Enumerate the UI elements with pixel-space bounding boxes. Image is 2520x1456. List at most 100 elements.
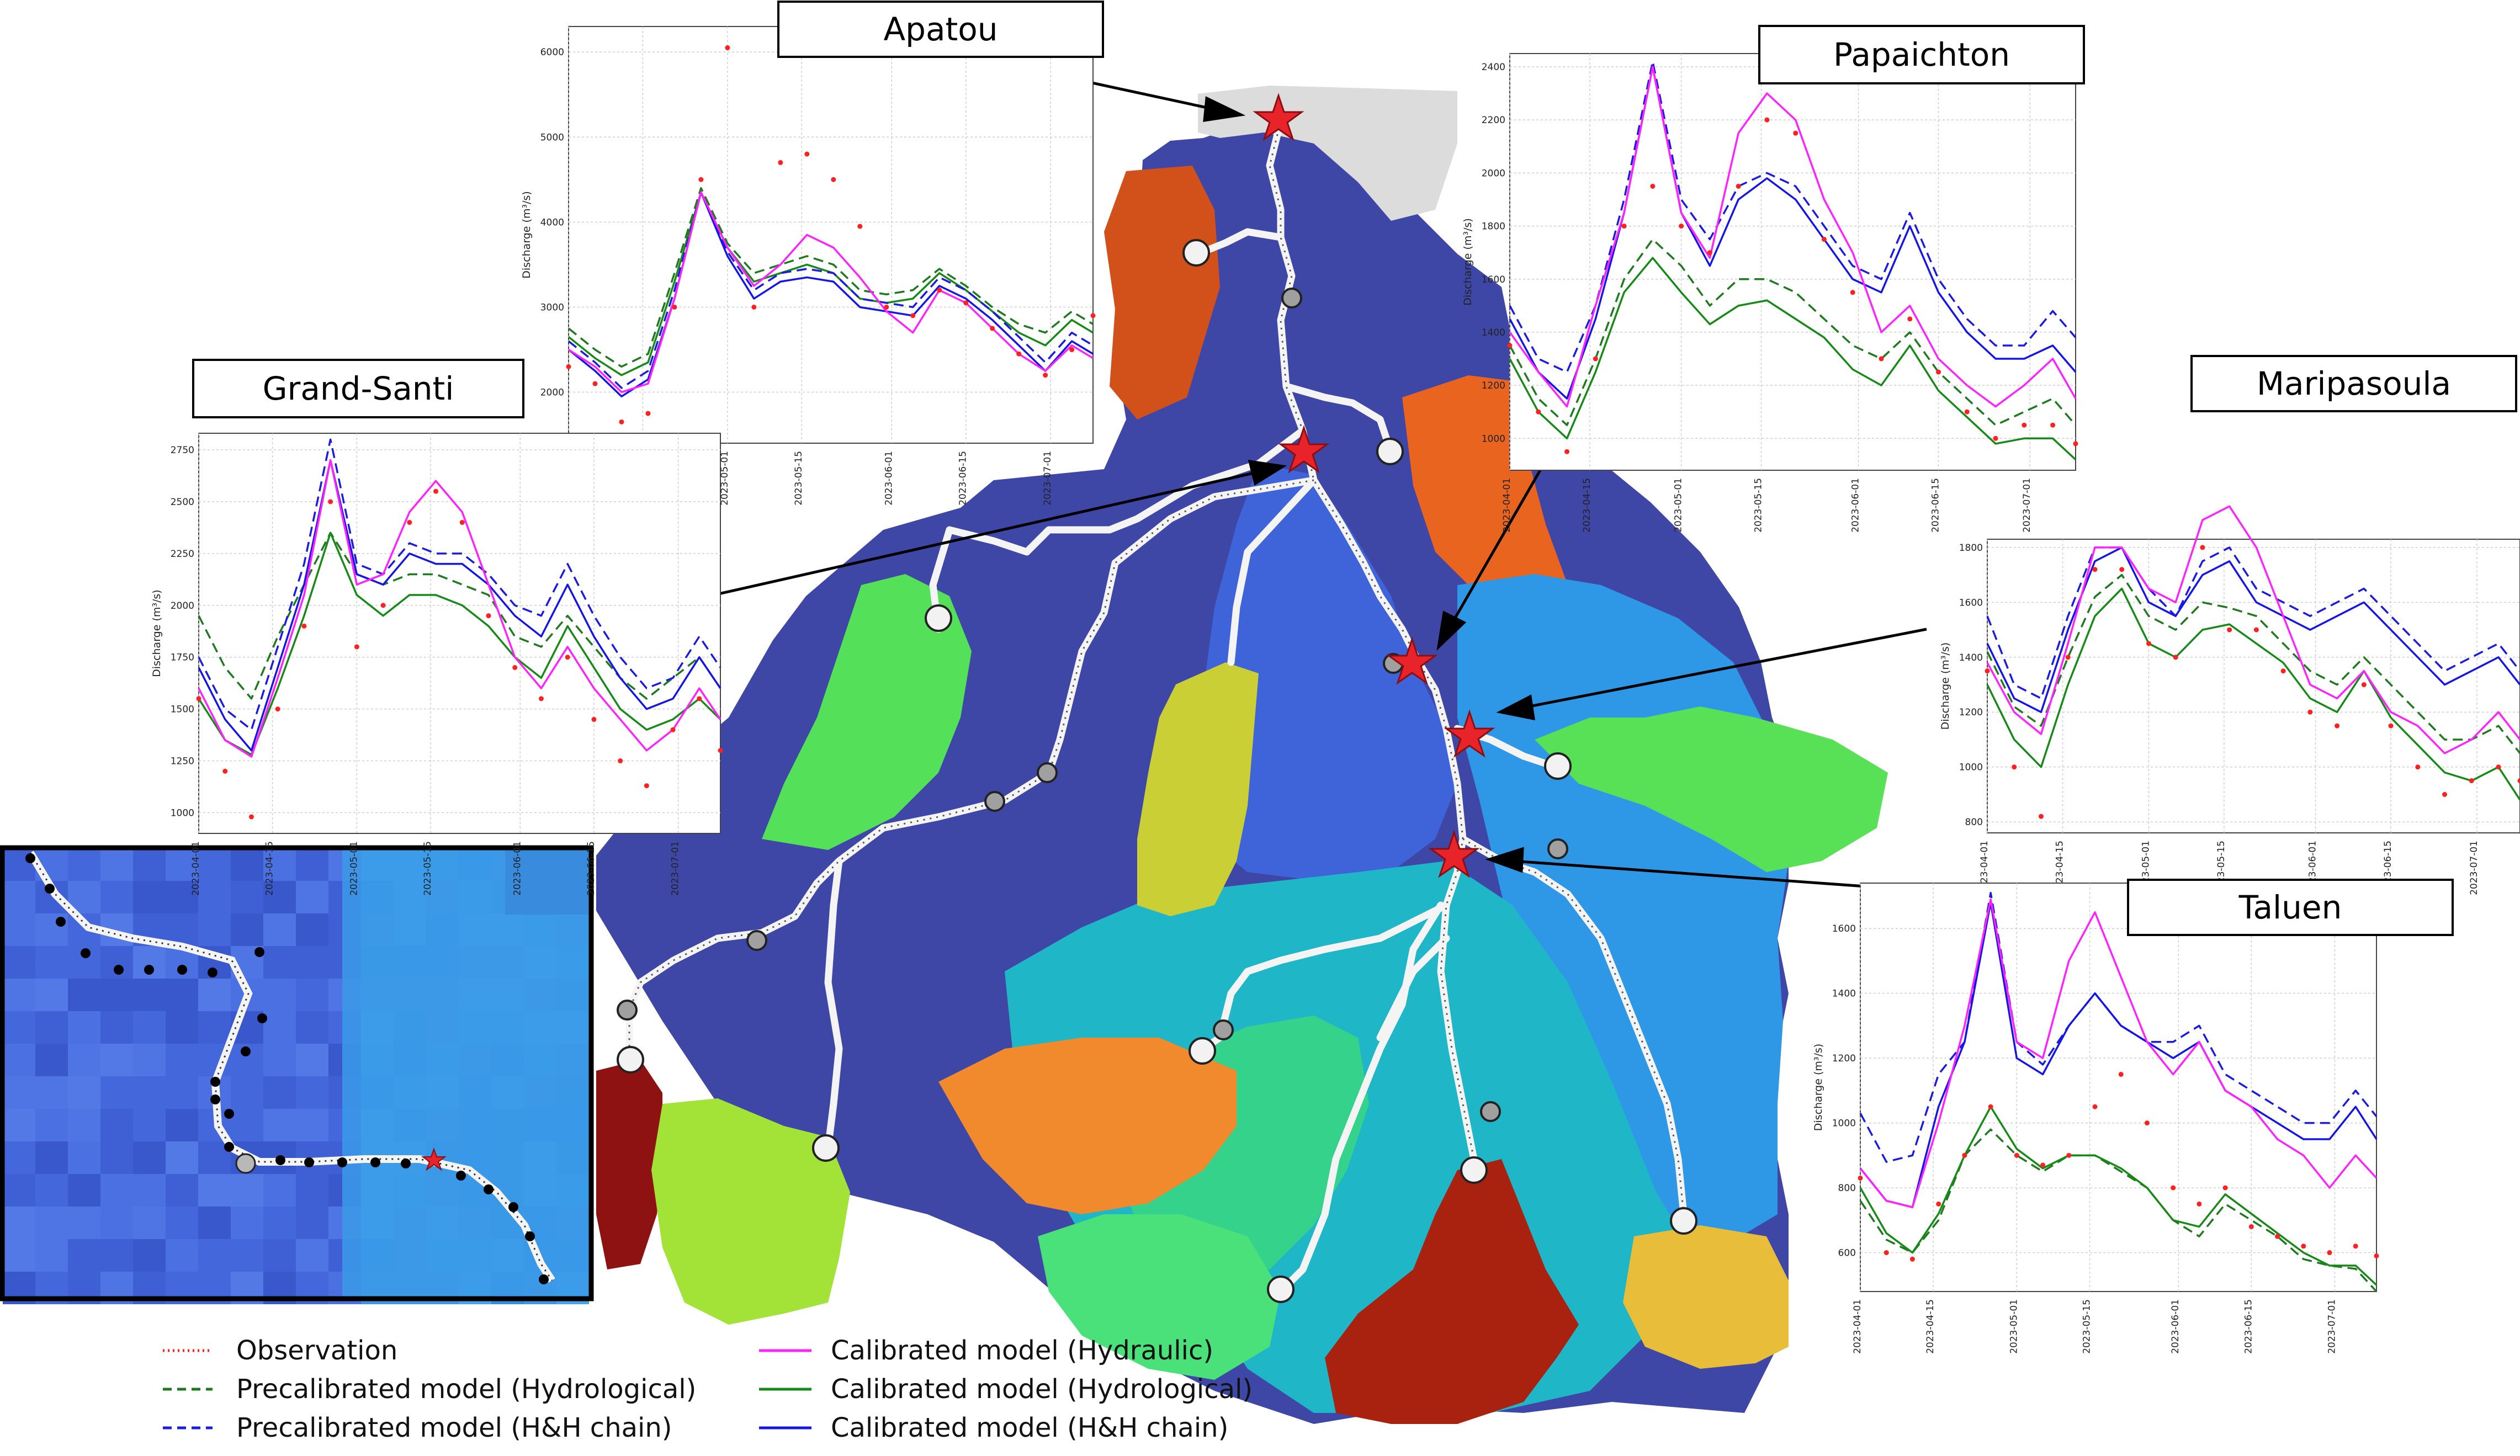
observation-point: [1679, 224, 1684, 229]
observation-point: [697, 696, 702, 702]
outlet-grey: [1480, 1101, 1501, 1122]
series-line-cal_hh: [1859, 901, 2378, 1209]
observation-point: [857, 224, 863, 229]
outlet-grey: [1281, 288, 1302, 309]
y-tick-label: 1600: [1959, 597, 1983, 608]
outlet-white: [1182, 239, 1210, 267]
observation-point: [804, 151, 810, 157]
observation-point: [884, 304, 889, 310]
x-tick-label: 2023-05-01: [2008, 1299, 2019, 1354]
outlet-grey: [1037, 762, 1058, 783]
outlet-white: [617, 1046, 644, 1074]
hydrograph-papaichton: 1000 1200 1400 1600 1800 2000 2200 2400 2023-04-…: [1462, 53, 2078, 533]
observation-point: [459, 520, 465, 525]
observation-point: [2012, 764, 2017, 770]
observation-point: [1593, 356, 1598, 362]
observation-point: [937, 288, 942, 293]
observation-point: [645, 411, 651, 416]
observation-point: [275, 706, 280, 712]
inset-cells: [25, 853, 549, 1284]
basin-map: [596, 86, 1888, 1424]
station-star-taluen: [1428, 830, 1480, 878]
basin-region-medium-blue: [1181, 464, 1457, 883]
station-label-papaichton: Papaichton: [1833, 36, 2010, 73]
observation-point: [1069, 347, 1075, 353]
series-line-cal_hydraulic: [1859, 898, 2378, 1209]
y-tick-label: 1400: [1832, 989, 1856, 1000]
observation-point: [2307, 709, 2313, 715]
series-line-cal_hydraulic: [198, 459, 721, 758]
y-tick-label: 6000: [540, 47, 564, 58]
legend-item-precal-hh: Precalibrated model (H&H chain): [163, 1412, 672, 1443]
observation-point: [1793, 130, 1799, 136]
observation-point: [2144, 1120, 2150, 1126]
observation-point: [2253, 627, 2259, 633]
basin-region-orange: [1402, 375, 1568, 618]
x-tick-label: 2023-04-15: [1925, 1299, 1936, 1354]
x-tick-label: 2023-04-01: [1852, 1299, 1863, 1354]
observation-point: [910, 313, 916, 318]
river-west-main: [929, 427, 1307, 633]
observation-point: [354, 644, 359, 650]
gauge-stations: [1253, 93, 1495, 878]
plot-area: [198, 433, 721, 834]
observation-point: [1850, 290, 1855, 295]
observation-point: [2022, 422, 2027, 428]
observation-point: [1907, 316, 1913, 322]
y-tick-label: 1250: [171, 756, 194, 767]
series-line-cal_hh: [1509, 66, 2077, 400]
series-line-cal_hydraulic: [1509, 66, 2077, 408]
x-tick-label: 2023-06-01: [512, 841, 523, 896]
observation-point: [698, 177, 704, 182]
observation-point: [1764, 117, 1770, 123]
series-line-precal_hh: [1986, 546, 2520, 700]
observation-point: [2361, 682, 2367, 688]
x-tick-label: 2023-04-01: [1979, 841, 1990, 895]
observation-point: [778, 160, 783, 166]
observation-point: [222, 768, 228, 774]
series-line-precal_hh: [1509, 60, 2077, 373]
river-west-lower: [824, 857, 843, 1152]
station-label-taluen-box: Taluen: [2127, 879, 2454, 936]
x-tick-label: 2023-07-01: [2326, 1299, 2337, 1354]
observation-point: [1564, 449, 1570, 454]
hydrograph-panels: 2000 3000 4000 5000 6000 2023-04-01 2023-04-15…: [151, 26, 2520, 1354]
hydrograph-apatou: 200030004000500060002023-04-012023-04-15…: [521, 26, 1096, 506]
series-line-cal_hydrological: [198, 532, 721, 756]
station-star-papaichton: [1386, 636, 1438, 685]
y-tick-label: 1600: [1482, 274, 1505, 285]
observation-point: [2171, 1185, 2176, 1191]
observation-point: [718, 748, 723, 753]
x-tick-label: 2023-06-15: [586, 841, 597, 896]
observation-point: [1707, 250, 1712, 256]
outlet-grey: [1547, 838, 1568, 859]
x-tick-label: 2023-05-01: [1673, 478, 1684, 533]
hydrograph-maripasoula: 800 1000 1200 1400 1600 1800 2023-04-01 2023-04…: [1939, 505, 2520, 895]
observation-point: [2327, 1250, 2332, 1256]
station-label-apatou: Apatou: [883, 10, 998, 48]
svg-text:Observation: Observation: [236, 1335, 397, 1366]
station-star-maripasoula: [1444, 709, 1495, 758]
plot-area: [1860, 883, 2377, 1292]
outlet-grey: [746, 930, 767, 951]
series-line-cal_hydraulic: [568, 191, 1094, 394]
svg-text:Precalibrated model (H&H chain: Precalibrated model (H&H chain): [236, 1412, 672, 1443]
series-line-cal_hydrological: [1859, 1106, 2378, 1286]
observation-point: [2092, 567, 2098, 572]
observation-point: [1016, 351, 1022, 357]
observation-point: [512, 665, 518, 670]
observation-point: [2014, 1152, 2019, 1158]
hydrograph-grand-santi: 1000 1250 1500 1750 2000 2250 2500 2750 2023-04-…: [151, 433, 723, 896]
observation-point: [672, 304, 677, 310]
observation-point: [2388, 723, 2394, 729]
river-south-branch-a: [1277, 901, 1445, 1295]
observation-point: [2415, 764, 2421, 770]
observation-point: [1988, 1104, 1993, 1109]
inset-outlet-grey: [235, 1153, 256, 1174]
observation-point: [1650, 183, 1656, 189]
y-tick-label: 1000: [1482, 433, 1505, 444]
basin-region-gold: [1623, 1225, 1789, 1369]
observation-point: [2092, 1104, 2098, 1109]
y-tick-label: 2000: [171, 601, 194, 612]
y-tick-label: 4000: [540, 217, 564, 228]
